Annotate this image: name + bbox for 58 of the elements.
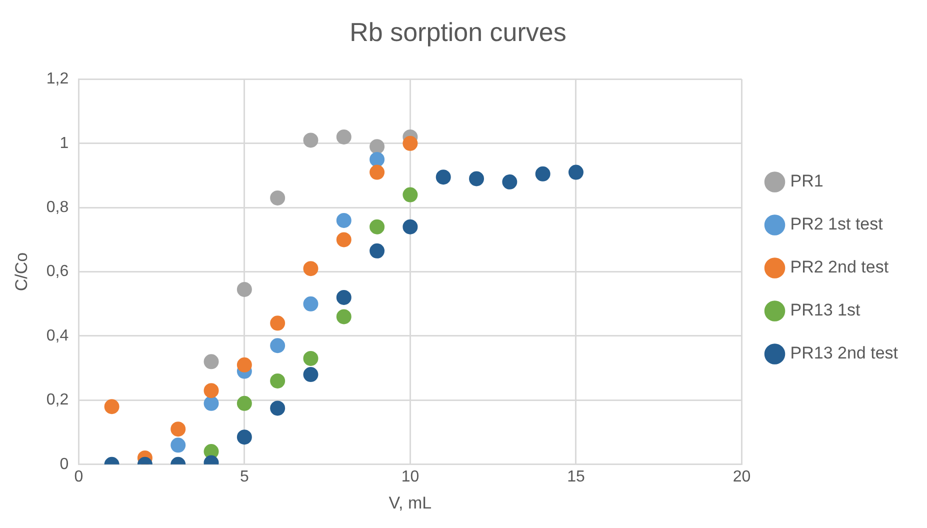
point <box>270 400 286 416</box>
legend-label: PR2 1st test <box>790 214 884 234</box>
point <box>436 170 451 185</box>
point <box>236 430 252 445</box>
point <box>303 261 318 276</box>
chart-title: Rb sorption curves <box>350 16 566 47</box>
x-tick-label: 10 <box>401 468 420 486</box>
point <box>402 136 418 151</box>
point <box>336 212 352 228</box>
legend-label: PR2 2nd test <box>790 258 889 277</box>
y-axis-title: C/Co <box>12 252 31 292</box>
y-tick-label: 1,2 <box>46 70 69 88</box>
point <box>336 290 352 305</box>
y-tick-label: 0 <box>60 456 69 473</box>
point <box>370 139 385 154</box>
legend-label: PR1 <box>790 172 824 191</box>
point <box>370 164 385 180</box>
x-tick-label: 20 <box>732 468 751 486</box>
point <box>236 396 252 411</box>
point <box>204 383 219 398</box>
point <box>402 219 418 234</box>
point <box>303 296 318 312</box>
x-tick-label: 0 <box>74 468 84 486</box>
point <box>469 171 484 186</box>
y-tick-label: 0,4 <box>46 327 69 344</box>
point <box>303 132 318 148</box>
point <box>370 152 385 167</box>
point <box>502 174 518 190</box>
point <box>204 396 219 411</box>
point <box>204 354 219 370</box>
point <box>402 187 418 202</box>
x-tick-label: 15 <box>567 468 585 486</box>
point <box>370 243 385 258</box>
point <box>336 232 352 248</box>
point <box>170 422 186 437</box>
x-tick-label: 5 <box>240 468 249 486</box>
y-tick-label: 1 <box>60 134 69 152</box>
point <box>303 367 318 382</box>
point <box>270 373 286 388</box>
point <box>370 219 385 234</box>
legend-label: PR13 1st <box>790 300 860 320</box>
point <box>535 166 550 182</box>
point <box>236 282 252 297</box>
y-tick-label: 0,6 <box>46 263 69 280</box>
point <box>303 350 318 366</box>
point <box>336 129 352 144</box>
y-tick-label: 0,2 <box>46 392 69 409</box>
point <box>104 399 120 414</box>
point <box>336 309 352 324</box>
point <box>270 338 286 354</box>
legend-label: PR13 2nd test <box>790 344 898 363</box>
point <box>236 357 252 372</box>
point <box>270 190 286 206</box>
y-tick-label: 0,8 <box>46 199 69 216</box>
point <box>568 164 584 180</box>
x-axis-title: V, mL <box>388 493 432 512</box>
point <box>270 316 286 331</box>
point <box>170 438 186 453</box>
